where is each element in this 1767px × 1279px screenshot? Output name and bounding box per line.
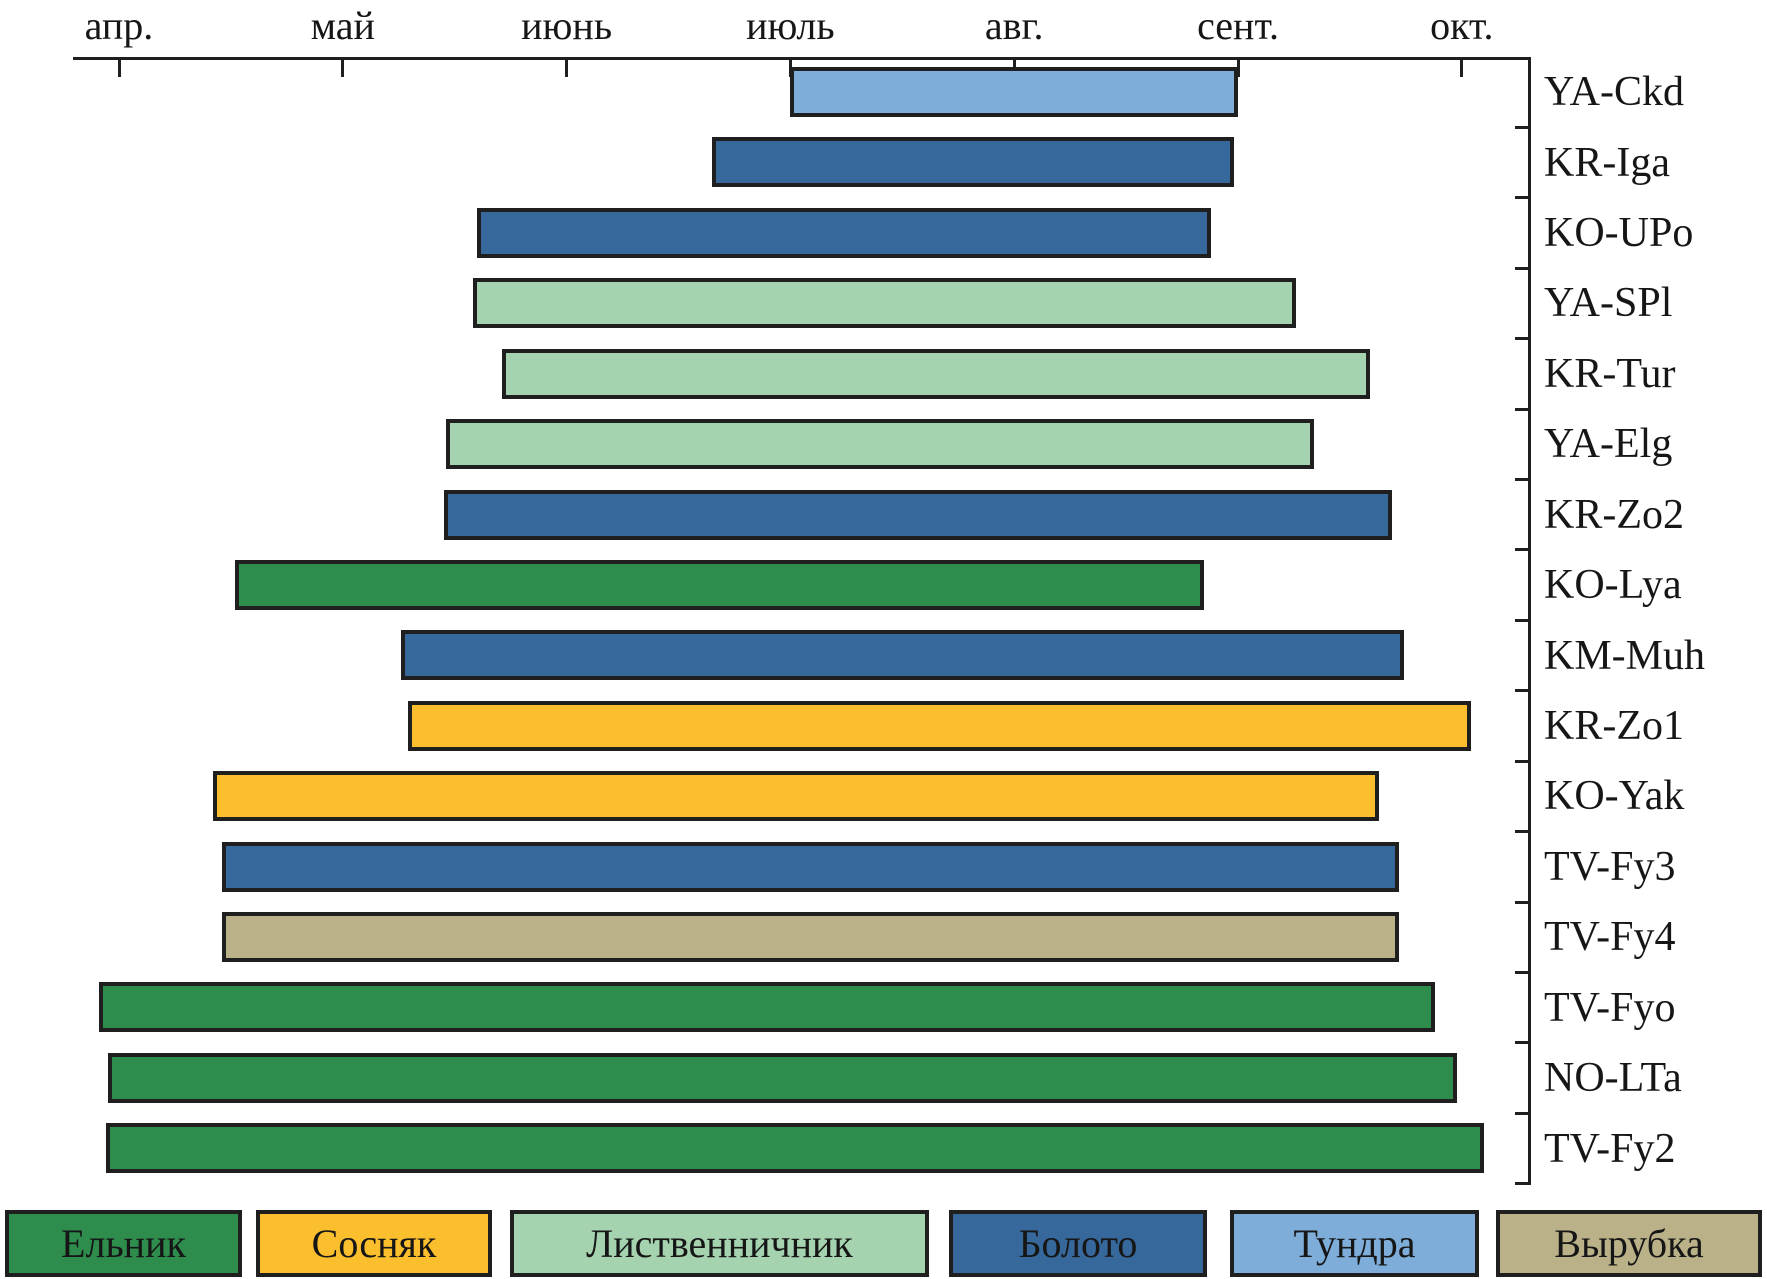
site-label: KO-UPo — [1544, 210, 1694, 257]
site-label: YA-Elg — [1544, 421, 1673, 468]
site-label: TV-Fy4 — [1544, 914, 1676, 961]
month-tick-label: сент. — [1197, 3, 1279, 48]
month-tick-label: июнь — [521, 3, 613, 48]
row-separator-tick — [1515, 970, 1531, 974]
observation-period-bar — [712, 137, 1234, 188]
site-label: KR-Zo2 — [1544, 491, 1684, 538]
site-label: KO-Lya — [1544, 562, 1682, 609]
site-label: TV-Fy2 — [1544, 1125, 1676, 1172]
row-separator-tick — [1515, 1182, 1531, 1186]
row-separator-tick — [1515, 618, 1531, 622]
row-separator-tick — [1515, 125, 1531, 129]
month-tick-label: июль — [746, 3, 835, 48]
observation-period-bar — [790, 67, 1238, 117]
month-tick — [565, 57, 569, 77]
observation-period-bar — [477, 207, 1212, 258]
row-separator-tick — [1515, 900, 1531, 904]
row-separator-tick — [1515, 407, 1531, 411]
row-separator-tick — [1515, 337, 1531, 341]
legend-label: Болото — [1018, 1221, 1138, 1266]
observation-period-bar — [400, 630, 1404, 681]
legend-item-elnik: Ельник — [5, 1210, 242, 1277]
month-tick — [341, 57, 345, 77]
observation-period-bar — [235, 559, 1205, 610]
site-label: KR-Zo1 — [1544, 702, 1684, 749]
row-separator-tick — [1515, 266, 1531, 270]
site-label: TV-Fy3 — [1544, 843, 1676, 890]
legend-item-sosnyak: Сосняк — [256, 1210, 492, 1277]
row-separator-tick — [1515, 689, 1531, 693]
legend-label: Ельник — [61, 1221, 186, 1266]
site-label: KR-Tur — [1544, 350, 1676, 397]
legend-label: Лиственничник — [586, 1221, 853, 1266]
site-label: KM-Muh — [1544, 632, 1706, 679]
row-separator-tick — [1515, 1111, 1531, 1115]
observation-period-bar — [501, 348, 1371, 399]
month-tick-label: окт. — [1430, 3, 1494, 48]
site-label: TV-Fyo — [1544, 984, 1676, 1031]
row-separator-tick — [1515, 759, 1531, 763]
month-tick-label: авг. — [984, 3, 1044, 48]
site-label: YA-SPl — [1544, 280, 1673, 327]
month-tick — [1236, 57, 1240, 77]
month-tick-label: май — [310, 3, 375, 48]
row-separator-tick — [1515, 1041, 1531, 1045]
site-label: KO-Yak — [1544, 773, 1685, 820]
row-separator-tick — [1515, 196, 1531, 200]
site-label: NO-LTa — [1544, 1055, 1682, 1102]
observation-period-bar — [407, 700, 1471, 751]
row-separator-tick — [1515, 548, 1531, 552]
observation-period-bar — [221, 912, 1400, 963]
legend-item-vyrubka: Вырубка — [1496, 1210, 1762, 1277]
row-separator-tick — [1515, 830, 1531, 834]
legend-item-boloto: Болото — [949, 1210, 1207, 1277]
observation-period-bar — [445, 419, 1315, 470]
observation-period-bar — [212, 771, 1379, 822]
legend-label: Сосняк — [311, 1221, 437, 1266]
legend-item-tundra: Тундра — [1230, 1210, 1479, 1277]
month-tick-label: апр. — [84, 3, 154, 48]
month-tick — [1460, 57, 1464, 77]
row-separator-tick — [1515, 478, 1531, 482]
observation-period-bar — [105, 1123, 1485, 1174]
legend-item-listvennichnik: Лиственничник — [510, 1210, 929, 1277]
observation-period-bar — [472, 278, 1297, 329]
observation-period-bar — [107, 1052, 1458, 1103]
observation-period-bar — [98, 982, 1435, 1033]
site-label: KR-Iga — [1544, 139, 1670, 186]
month-tick — [117, 57, 121, 77]
observation-period-bar — [443, 489, 1393, 540]
observation-period-bar — [221, 841, 1400, 892]
site-label: YA-Ckd — [1544, 69, 1685, 116]
legend-label: Тундра — [1293, 1221, 1416, 1266]
legend-label: Вырубка — [1554, 1221, 1704, 1266]
x-axis-line — [73, 57, 1530, 60]
